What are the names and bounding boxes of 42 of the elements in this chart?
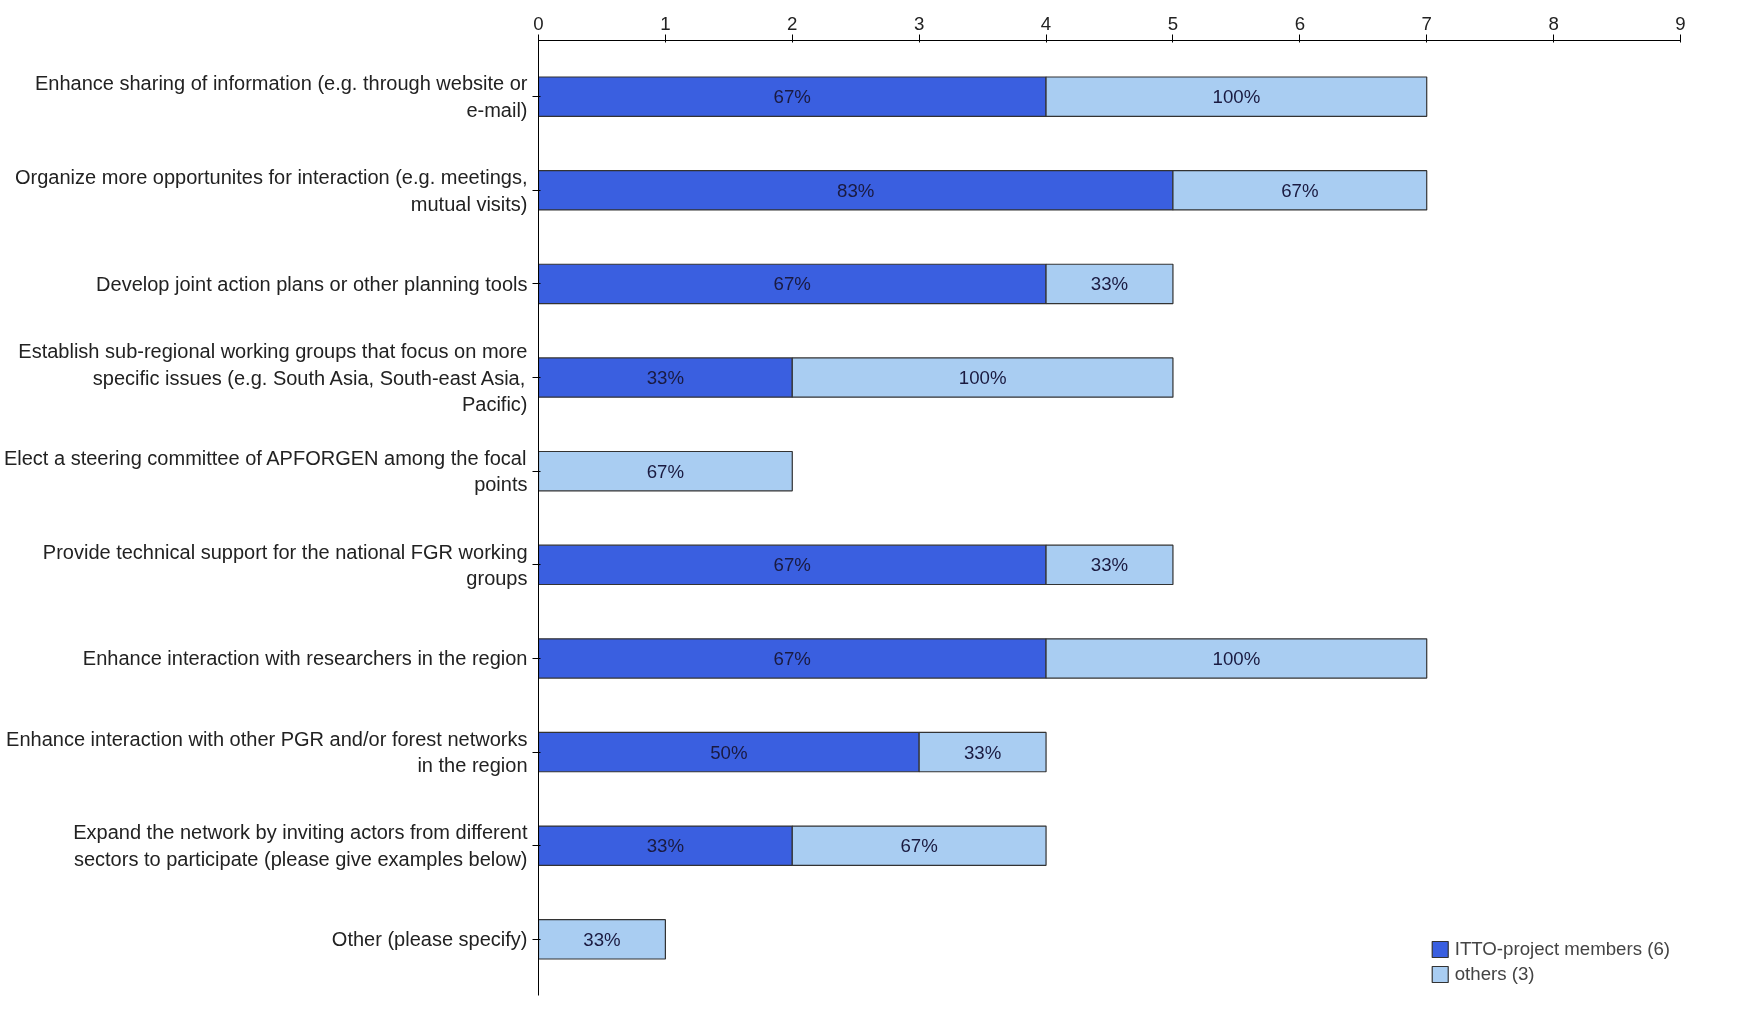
x-tick-label: 5 <box>1167 12 1179 34</box>
annotation: 50% <box>710 741 748 763</box>
annotation: 67% <box>773 647 811 669</box>
y-tick-label: Provide technical support for the national FGR working groups <box>42 540 528 590</box>
annotation: 33% <box>646 367 685 389</box>
annotation: 100% <box>1212 86 1261 108</box>
x-tick-label: 1 <box>660 12 671 34</box>
annotation: 67% <box>1281 179 1319 201</box>
y-tick-label: Elect a steering committee of APFORGEN among the focal points <box>3 446 528 496</box>
annotation: 100% <box>1212 647 1261 669</box>
x-tick-label: 7 <box>1421 12 1432 34</box>
y-tick-label: Establish sub-regional working groups that focus on more specific issues (e.g. South Asia, South-east Asia, Pacific) <box>18 340 528 415</box>
x-tick-label: 3 <box>913 12 925 34</box>
annotation: 100% <box>958 367 1007 389</box>
legend-label: others (3) <box>1454 963 1535 985</box>
annotation: 33% <box>1090 273 1129 295</box>
x-tick-label: 0 <box>533 12 544 34</box>
annotation: 67% <box>773 86 811 108</box>
x-tick-label: 2 <box>787 12 798 34</box>
annotation: 67% <box>773 554 811 576</box>
annotation: 83% <box>837 179 875 201</box>
annotation: 33% <box>1090 554 1129 576</box>
annotation: 67% <box>900 835 938 857</box>
y-tick-label: Enhance interaction with other PGR and/or forest networks in the region <box>6 727 528 777</box>
legend-label: ITTO-project members (6) <box>1454 938 1670 960</box>
x-tick-label: 9 <box>1675 12 1686 34</box>
annotation: 33% <box>583 928 621 950</box>
y-tick-label: Develop joint action plans or other planning tools <box>96 272 528 295</box>
annotation: 33% <box>646 835 685 857</box>
annotation: 67% <box>773 273 811 295</box>
x-tick-label: 8 <box>1548 12 1559 34</box>
y-tick-label: Enhance sharing of information (e.g. through website or e-mail) <box>34 72 528 121</box>
y-tick-label: Expand the network by inviting actors from different sectors to participate (please give examples below) <box>73 821 528 870</box>
bar <box>538 919 666 960</box>
y-tick-label: Other (please specify) <box>331 928 528 951</box>
annotation: 33% <box>963 741 1002 763</box>
x-tick-label: 4 <box>1040 12 1052 34</box>
x-tick-label: 6 <box>1294 12 1306 34</box>
y-tick-label: Organize more opportunites for interaction (e.g. meetings, mutual visits) <box>15 166 528 215</box>
y-tick-label: Enhance interaction with researchers in the region <box>82 647 528 670</box>
annotation: 67% <box>646 460 685 482</box>
bar <box>538 450 793 492</box>
